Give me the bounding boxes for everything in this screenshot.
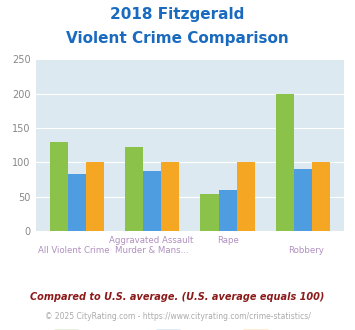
Bar <box>312 162 330 231</box>
Bar <box>86 162 104 231</box>
Bar <box>219 190 237 231</box>
Text: © 2025 CityRating.com - https://www.cityrating.com/crime-statistics/: © 2025 CityRating.com - https://www.city… <box>45 312 310 321</box>
Text: Violent Crime Comparison: Violent Crime Comparison <box>66 31 289 46</box>
Legend: Fitzgerald, Georgia, National: Fitzgerald, Georgia, National <box>49 326 331 330</box>
Text: Aggravated Assault: Aggravated Assault <box>109 236 193 245</box>
Bar <box>125 147 143 231</box>
Text: Murder & Mans...: Murder & Mans... <box>115 246 188 255</box>
Bar <box>161 162 179 231</box>
Bar <box>68 174 86 231</box>
Bar <box>201 194 219 231</box>
Text: Robbery: Robbery <box>288 246 324 255</box>
Bar <box>50 142 68 231</box>
Bar <box>143 171 161 231</box>
Text: 2018 Fitzgerald: 2018 Fitzgerald <box>110 7 245 21</box>
Bar <box>276 94 294 231</box>
Text: Compared to U.S. average. (U.S. average equals 100): Compared to U.S. average. (U.S. average … <box>30 292 325 302</box>
Text: Rape: Rape <box>218 236 240 245</box>
Bar <box>237 162 255 231</box>
Bar <box>294 169 312 231</box>
Text: All Violent Crime: All Violent Crime <box>38 246 110 255</box>
